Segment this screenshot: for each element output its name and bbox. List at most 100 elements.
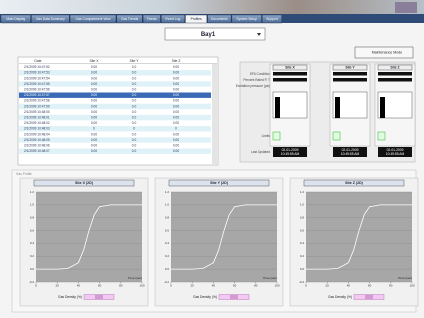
y-tick-label: 0.8 xyxy=(300,216,305,220)
tab-label[interactable]: Gas Data Summary xyxy=(36,17,65,21)
table-cell: 0.0 xyxy=(132,149,137,153)
slider-thumb[interactable] xyxy=(365,295,373,300)
table-cell: 0.00 xyxy=(173,76,179,80)
limit-box xyxy=(378,132,385,140)
table-cell: 0.0 xyxy=(132,93,137,97)
y-tick-label: 0.2 xyxy=(300,254,305,258)
slider-label: Gas Density (%) xyxy=(328,295,352,299)
x-tick-label: 80 xyxy=(254,283,258,287)
tab-label[interactable]: System Setup xyxy=(236,17,257,21)
x-tick-label: 20 xyxy=(56,283,60,287)
slider-thumb[interactable] xyxy=(95,295,103,300)
table-cell: 0 xyxy=(93,127,95,131)
row-label: SF6 Condition xyxy=(250,72,270,76)
table-cell: 0.00 xyxy=(91,132,97,136)
tab-label[interactable]: Documents xyxy=(211,17,228,21)
table-cell: 2/1/2009 10:48:02 xyxy=(24,121,50,125)
table-cell: 0.00 xyxy=(173,132,179,136)
table-cell: 0.00 xyxy=(173,138,179,142)
x-tick-label: 100 xyxy=(274,283,279,287)
x-tick-label: 40 xyxy=(347,283,351,287)
table-cell: 0.00 xyxy=(173,82,179,86)
y-tick-label: 0.2 xyxy=(30,254,35,258)
table-cell: 0.0 xyxy=(132,116,137,120)
slider-label: Gas Density (%) xyxy=(193,295,217,299)
table-cell: 0.00 xyxy=(173,65,179,69)
column-header: Site Z xyxy=(172,59,181,63)
column-header: Site Y xyxy=(130,59,140,63)
table-cell: 0.00 xyxy=(91,110,97,114)
table-cell: 0.00 xyxy=(91,144,97,148)
status-bar xyxy=(273,78,307,82)
table-cell: 0.00 xyxy=(91,138,97,142)
column-header: Date xyxy=(34,59,41,63)
table-cell: 0.00 xyxy=(91,65,97,69)
bay-select[interactable]: Bay1 xyxy=(201,32,216,38)
tab-label[interactable]: Event Log xyxy=(165,17,180,21)
y-tick-label: 1.2 xyxy=(300,190,305,194)
maintenance-label[interactable]: Maintenance Mode xyxy=(372,50,403,54)
table-cell: 0.00 xyxy=(173,116,179,120)
x-tick-label: 80 xyxy=(389,283,393,287)
table-cell: 0.00 xyxy=(91,71,97,75)
x-tick-label: 20 xyxy=(191,283,195,287)
table-cell: 0.00 xyxy=(91,104,97,108)
table-cell: 2/1/2009 10:48:00 xyxy=(24,110,50,114)
site-name: Site X xyxy=(285,66,295,70)
status-bar xyxy=(333,78,367,82)
x-tick-label: 40 xyxy=(212,283,216,287)
site-name: Site Z xyxy=(390,66,399,70)
table-cell: 2/1/2009 10:47:55 xyxy=(24,82,50,86)
table-cell: 0.0 xyxy=(132,71,137,75)
x-tick-label: 20 xyxy=(326,283,330,287)
table-cell: 0.0 xyxy=(132,82,137,86)
slider-thumb[interactable] xyxy=(230,295,238,300)
tab-label[interactable]: Gas Trends xyxy=(121,17,138,21)
table-cell: 0 xyxy=(175,127,177,131)
chart-title: Site Y (2D) xyxy=(210,181,229,185)
y-tick-label: -0.2 xyxy=(29,280,35,284)
y-tick-label: 0.6 xyxy=(300,228,305,232)
tab-label[interactable]: Main Display xyxy=(6,17,25,21)
table-cell: 0.00 xyxy=(173,149,179,153)
table-cell: 0.00 xyxy=(91,149,97,153)
table-cell: 0.0 xyxy=(132,99,137,103)
table-cell: 2/1/2009 10:48:07 xyxy=(24,149,50,153)
tab-label[interactable]: Trends xyxy=(147,17,157,21)
status-bar xyxy=(378,78,412,82)
table-cell: 0.00 xyxy=(91,99,97,103)
table-cell: 0.0 xyxy=(132,88,137,92)
tab-label[interactable]: Support xyxy=(266,17,278,21)
banner xyxy=(0,0,424,14)
y-tick-label: 1.0 xyxy=(30,203,35,207)
table-cell: 0.00 xyxy=(91,88,97,92)
plot-area xyxy=(306,192,412,282)
x-tick-label: 60 xyxy=(233,283,237,287)
status-bar xyxy=(333,72,367,76)
row-label: Last Updated xyxy=(251,150,270,154)
table-cell: 0.00 xyxy=(91,82,97,86)
tab-label[interactable]: Gas Compartment View xyxy=(76,17,112,21)
y-tick-label: 1.0 xyxy=(165,203,170,207)
plot-area xyxy=(171,192,277,282)
table-cell: 2/1/2009 10:48:06 xyxy=(24,144,50,148)
table-cell: 2/1/2009 10:47:58 xyxy=(24,99,50,103)
x-axis-label: Time (sec) xyxy=(263,276,277,280)
tab-label[interactable]: Profiles xyxy=(191,17,202,21)
y-tick-label: 0.6 xyxy=(30,228,35,232)
y-tick-label: 0.4 xyxy=(165,241,170,245)
gauge-bar xyxy=(335,97,340,118)
gauge-bar xyxy=(380,97,385,118)
table-cell: 2/1/2009 10:48:04 xyxy=(24,132,50,136)
chart-title: Site X (2D) xyxy=(75,181,94,185)
x-tick-label: 40 xyxy=(77,283,81,287)
table-cell: 0.0 xyxy=(132,132,137,136)
site-name: Site Y xyxy=(345,66,355,70)
y-tick-label: 0.8 xyxy=(165,216,170,220)
chart-title: Site Z (2D) xyxy=(345,181,364,185)
table-cell: 0.00 xyxy=(91,116,97,120)
timestamp: 10:49:55 AM xyxy=(281,152,300,156)
table-cell: 2/1/2009 10:47:52 xyxy=(24,65,50,69)
slider-label: Gas Density (%) xyxy=(58,295,82,299)
status-bar xyxy=(378,72,412,76)
